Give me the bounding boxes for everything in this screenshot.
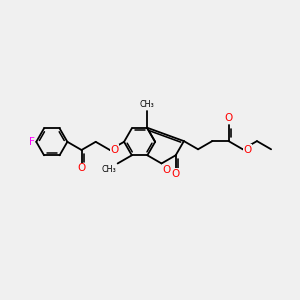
Text: F: F (29, 137, 35, 147)
Text: O: O (77, 163, 86, 173)
Text: O: O (244, 145, 252, 155)
Text: CH₃: CH₃ (140, 100, 154, 109)
Text: CH₃: CH₃ (101, 165, 116, 174)
Text: O: O (162, 165, 171, 175)
Text: O: O (172, 169, 180, 178)
Text: O: O (111, 145, 119, 155)
Text: O: O (224, 113, 233, 123)
